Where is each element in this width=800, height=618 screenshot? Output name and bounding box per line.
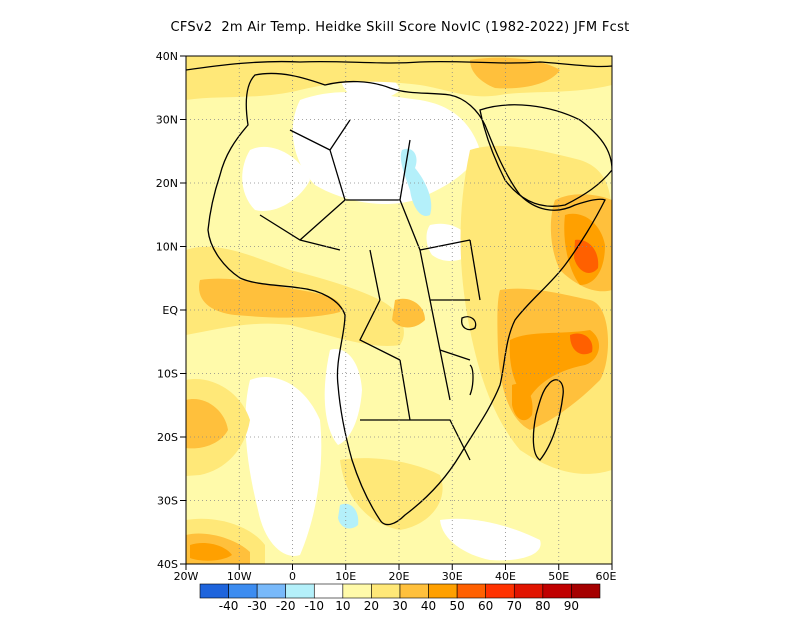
colorbar-swatch xyxy=(256,583,287,599)
lon-tick-label: 10E xyxy=(335,570,356,583)
lat-tick-label: 20N xyxy=(156,177,178,190)
field-white-namibia xyxy=(324,349,362,445)
colorbar-label: 80 xyxy=(535,599,550,613)
colorbar-swatch xyxy=(399,583,429,599)
plot-area xyxy=(186,56,612,564)
field-30-40-southwest-ocean xyxy=(186,399,228,449)
field-30-40-congo xyxy=(392,298,425,328)
colorbar-swatch xyxy=(428,583,458,599)
arabia-outline xyxy=(479,104,612,207)
field-white-south-atlantic xyxy=(245,376,322,556)
lon-tick-label: 30E xyxy=(442,570,463,583)
colorbar-swatch xyxy=(342,583,372,599)
lon-axis xyxy=(185,564,613,570)
colorbar-label: -30 xyxy=(247,599,267,613)
lake-malawi xyxy=(469,364,474,396)
colorbar-swatch xyxy=(313,583,344,599)
lat-tick-label: 20S xyxy=(157,431,178,444)
madagascar-outline xyxy=(532,379,564,461)
field-20-30-south xyxy=(340,458,443,530)
field-30-40-northeast xyxy=(470,57,560,89)
colorbar-label: 90 xyxy=(564,599,579,613)
colorbar-label: 40 xyxy=(421,599,436,613)
lat-tick-label: 40N xyxy=(156,50,178,63)
lat-tick-label: 30N xyxy=(156,114,178,127)
field-50-60-east-ocean xyxy=(570,333,593,355)
colorbar-swatch xyxy=(371,583,401,599)
colorbar-swatch xyxy=(485,583,515,599)
colorbar-label: 50 xyxy=(449,599,464,613)
lat-tick-label: EQ xyxy=(162,304,178,317)
lat-tick-label: 10N xyxy=(156,241,178,254)
lat-tick-label: 30S xyxy=(157,495,178,508)
field-40-50-madagascar-west xyxy=(512,384,533,421)
field-40-50-sw-spot xyxy=(190,543,232,561)
colorbar-swatch xyxy=(199,583,229,599)
colorbar-label: 20 xyxy=(364,599,379,613)
colorbar-label: 70 xyxy=(507,599,522,613)
gridlines xyxy=(186,56,612,564)
lat-tick-labels: 40N 30N 20N 10N EQ 10S 20S 30S 40S xyxy=(156,50,179,571)
lon-tick-label: 40E xyxy=(495,570,516,583)
colorbar-label: 30 xyxy=(392,599,407,613)
lon-tick-label: 60E xyxy=(596,570,617,583)
land-outlines xyxy=(186,60,612,526)
lat-tick-label: 10S xyxy=(157,368,178,381)
europe-coast xyxy=(186,60,612,71)
colorbar-label: 10 xyxy=(335,599,350,613)
colorbar-label: -10 xyxy=(304,599,324,613)
lon-tick-label: 50E xyxy=(548,570,569,583)
lon-tick-label: 10W xyxy=(227,570,252,583)
colorbar-swatch xyxy=(542,583,572,599)
lon-tick-label: 0 xyxy=(289,570,296,583)
lat-axis xyxy=(180,55,186,565)
lake-victoria xyxy=(461,316,477,331)
colorbar-swatch xyxy=(285,583,315,599)
field-30-40-gulf-guinea xyxy=(199,278,341,318)
colorbar-swatch xyxy=(571,583,601,599)
colorbar-label: -20 xyxy=(276,599,296,613)
map-title: CFSv2 2m Air Temp. Heidke Skill Score No… xyxy=(170,20,630,35)
field-white-south-ocean xyxy=(440,518,541,561)
field-white-sahara xyxy=(292,92,480,205)
colorbar xyxy=(199,583,601,599)
field-neg-south-atlantic xyxy=(338,503,359,529)
field-50-60-somalia xyxy=(574,239,599,273)
lat-tick-label: 40S xyxy=(157,558,178,571)
colorbar-labels: -40 -30 -20 -10 10 20 30 40 50 60 70 80 90 xyxy=(219,599,579,613)
field-neg-sahara xyxy=(400,148,432,216)
colorbar-swatch xyxy=(456,583,487,599)
colorbar-label: 60 xyxy=(478,599,493,613)
country-borders xyxy=(259,119,481,461)
field-white-west-africa xyxy=(242,146,310,211)
lon-tick-label: 20E xyxy=(389,570,410,583)
colorbar-swatch xyxy=(228,583,258,599)
colorbar-label: -40 xyxy=(219,599,239,613)
lon-tick-labels: 20W 10W 0 10E 20E 30E 40E 50E 60E xyxy=(174,570,617,583)
lon-tick-label: 20W xyxy=(174,570,199,583)
colorbar-swatch xyxy=(513,583,544,599)
